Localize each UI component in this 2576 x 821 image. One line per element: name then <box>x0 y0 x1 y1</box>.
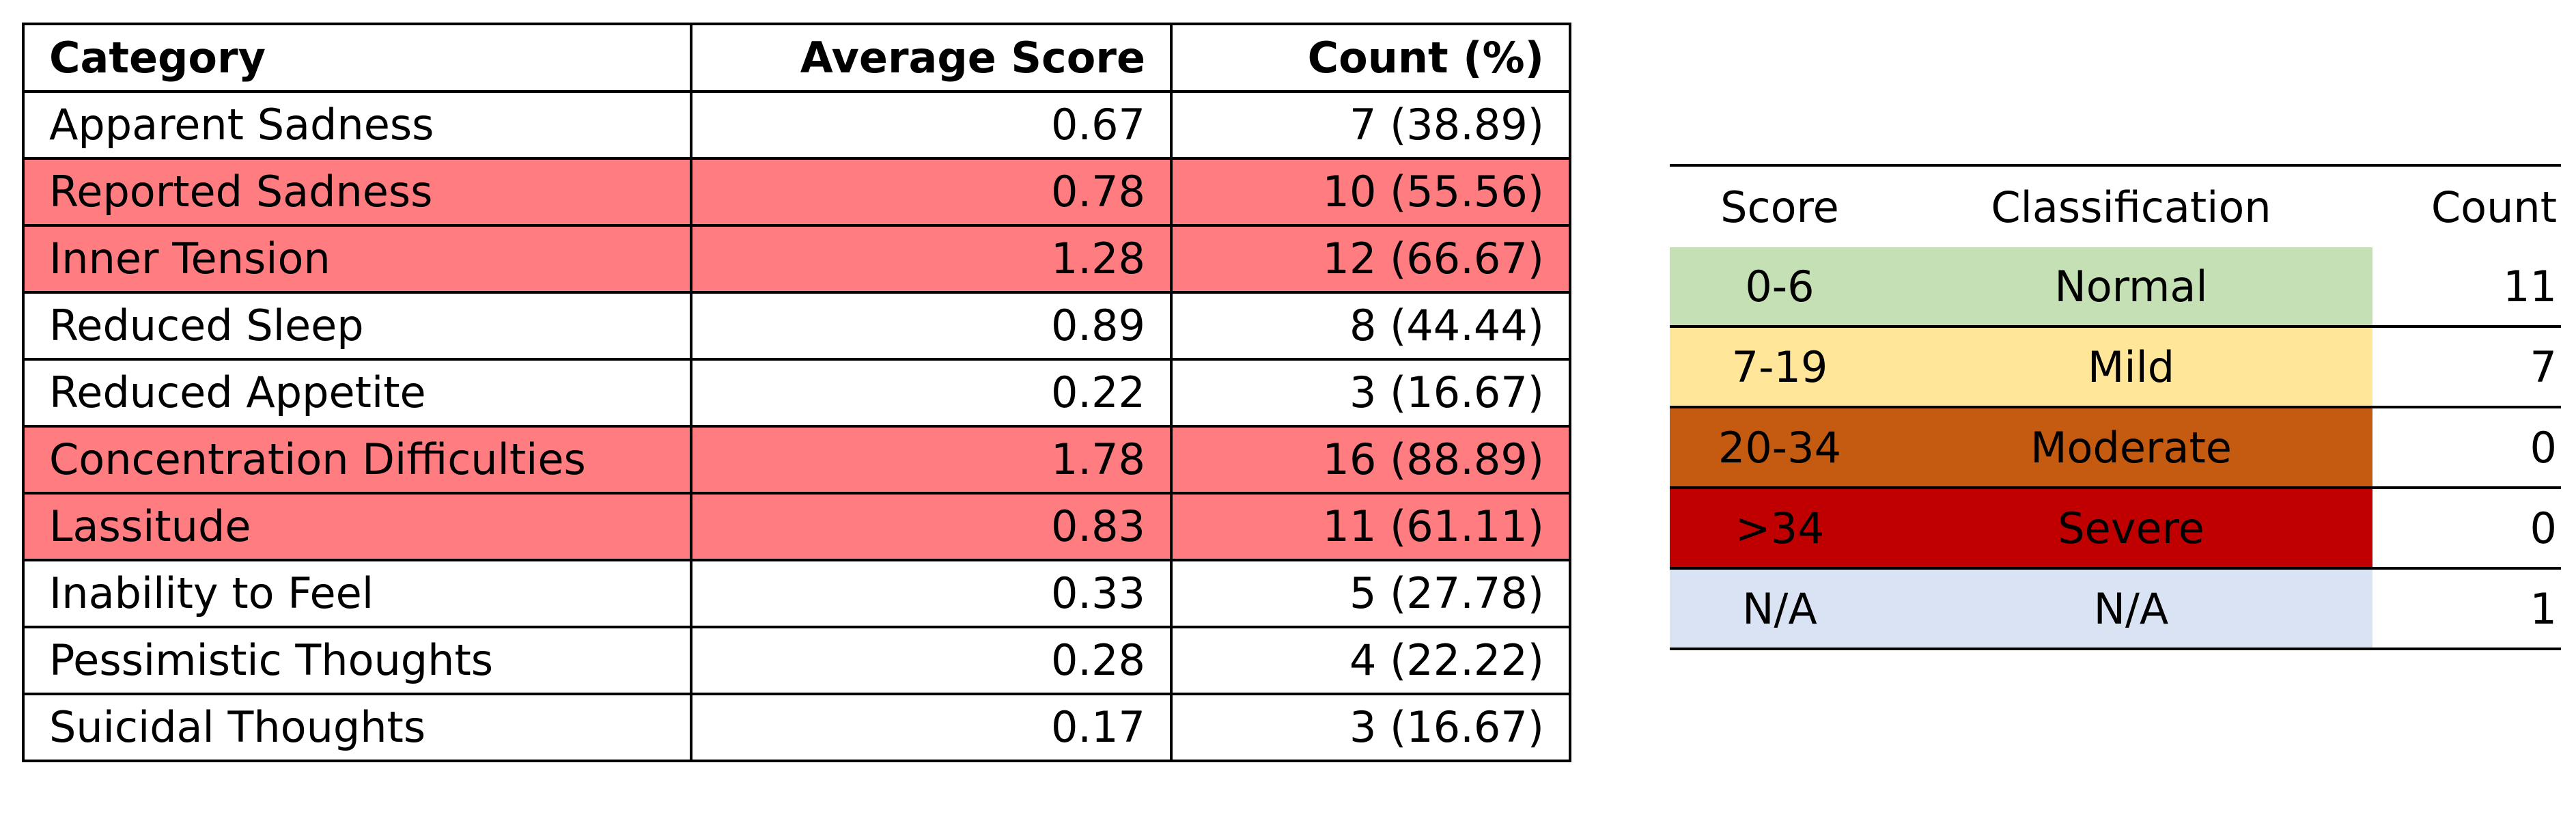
category-cell: Inner Tension <box>22 224 692 294</box>
classification-row: N/A N/A 1 <box>1670 567 2561 650</box>
classification-row: 7-19 Mild 7 <box>1670 325 2561 407</box>
table-row: Reduced Sleep 0.89 8 (44.44) <box>22 291 1571 361</box>
count-cell: 3 (16.67) <box>1170 693 1571 762</box>
count-percent-header: Count (%) <box>1170 23 1571 93</box>
count-cell: 4 (22.22) <box>1170 626 1571 695</box>
score-range-cell: 0-6 <box>1670 247 1890 326</box>
classification-row: >34 Severe 0 <box>1670 486 2561 568</box>
score-range-cell: N/A <box>1670 567 1890 650</box>
count-cell: 12 (66.67) <box>1170 224 1571 294</box>
classification-row: 0-6 Normal 11 <box>1670 247 2561 326</box>
classification-count-cell: 0 <box>2372 486 2561 568</box>
average-score-cell: 0.67 <box>690 90 1173 160</box>
count-cell: 5 (27.78) <box>1170 559 1571 628</box>
average-score-cell: 0.89 <box>690 291 1173 361</box>
category-cell: Reduced Sleep <box>22 291 692 361</box>
category-cell: Reported Sadness <box>22 157 692 227</box>
category-scores-table: Category Average Score Count (%) Apparen… <box>22 23 1571 762</box>
table-row: Pessimistic Thoughts 0.28 4 (22.22) <box>22 626 1571 695</box>
average-score-cell: 0.83 <box>690 492 1173 561</box>
count-cell: 3 (16.67) <box>1170 358 1571 428</box>
classification-header: Classification <box>1890 164 2372 247</box>
score-range-cell: 20-34 <box>1670 406 1890 488</box>
average-score-cell: 0.17 <box>690 693 1173 762</box>
average-score-cell: 1.78 <box>690 425 1173 495</box>
count-cell: 11 (61.11) <box>1170 492 1571 561</box>
table-row: Reduced Appetite 0.22 3 (16.67) <box>22 358 1571 428</box>
count-cell: 10 (55.56) <box>1170 157 1571 227</box>
classification-row: 20-34 Moderate 0 <box>1670 406 2561 488</box>
table-row: Concentration Difficulties 1.78 16 (88.8… <box>22 425 1571 495</box>
count-cell: 7 (38.89) <box>1170 90 1571 160</box>
table-row: Inability to Feel 0.33 5 (27.78) <box>22 559 1571 628</box>
category-header: Category <box>22 23 692 93</box>
classification-cell: N/A <box>1890 567 2372 650</box>
category-cell: Suicidal Thoughts <box>22 693 692 762</box>
category-cell: Inability to Feel <box>22 559 692 628</box>
table-row: Lassitude 0.83 11 (61.11) <box>22 492 1571 561</box>
classification-count-cell: 0 <box>2372 406 2561 488</box>
count-cell: 8 (44.44) <box>1170 291 1571 361</box>
category-cell: Reduced Appetite <box>22 358 692 428</box>
classification-cell: Mild <box>1890 325 2372 407</box>
classification-count-cell: 7 <box>2372 325 2561 407</box>
table-row: Inner Tension 1.28 12 (66.67) <box>22 224 1571 294</box>
score-range-cell: 7-19 <box>1670 325 1890 407</box>
classification-header-row: Score Classification Count <box>1670 164 2561 247</box>
average-score-cell: 0.28 <box>690 626 1173 695</box>
classification-table: Score Classification Count 0-6 Normal 11… <box>1670 164 2561 650</box>
count-header: Count <box>2372 164 2561 247</box>
category-cell: Concentration Difficulties <box>22 425 692 495</box>
classification-cell: Severe <box>1890 486 2372 568</box>
average-score-cell: 0.33 <box>690 559 1173 628</box>
average-score-cell: 0.22 <box>690 358 1173 428</box>
category-cell: Lassitude <box>22 492 692 561</box>
category-cell: Pessimistic Thoughts <box>22 626 692 695</box>
classification-count-cell: 11 <box>2372 247 2561 326</box>
classification-cell: Moderate <box>1890 406 2372 488</box>
table-row: Apparent Sadness 0.67 7 (38.89) <box>22 90 1571 160</box>
classification-count-cell: 1 <box>2372 567 2561 650</box>
average-score-header: Average Score <box>690 23 1173 93</box>
count-cell: 16 (88.89) <box>1170 425 1571 495</box>
table-row: Reported Sadness 0.78 10 (55.56) <box>22 157 1571 227</box>
table-row: Suicidal Thoughts 0.17 3 (16.67) <box>22 693 1571 762</box>
classification-cell: Normal <box>1890 247 2372 326</box>
scores-header-row: Category Average Score Count (%) <box>22 23 1571 93</box>
score-range-cell: >34 <box>1670 486 1890 568</box>
category-cell: Apparent Sadness <box>22 90 692 160</box>
average-score-cell: 1.28 <box>690 224 1173 294</box>
average-score-cell: 0.78 <box>690 157 1173 227</box>
score-header: Score <box>1670 164 1890 247</box>
